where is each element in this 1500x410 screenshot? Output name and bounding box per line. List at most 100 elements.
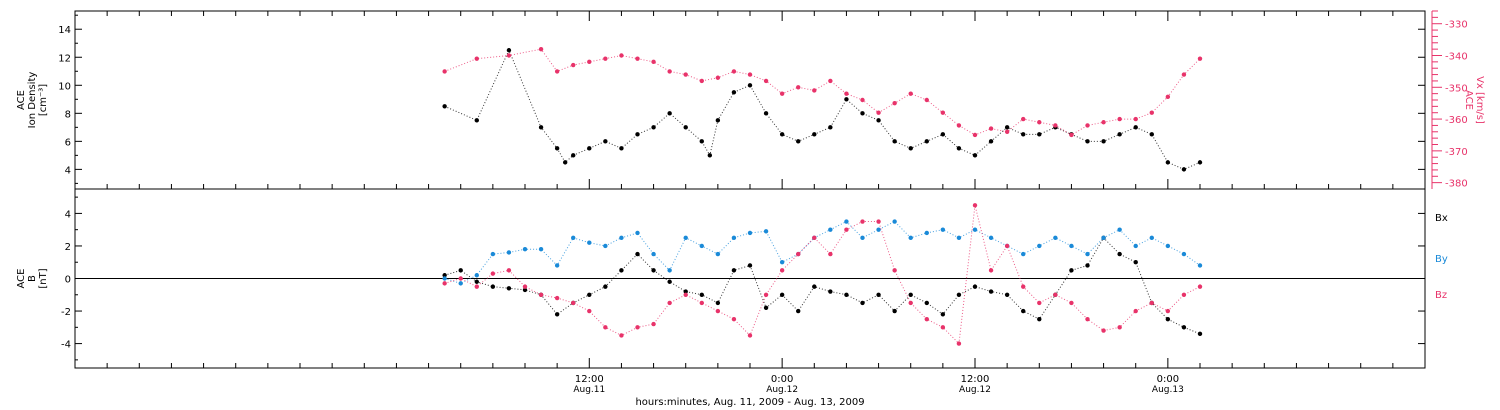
field-bz-point — [1004, 243, 1010, 249]
time-tick-label: 0:00 — [771, 374, 793, 385]
field-by-point — [1053, 235, 1058, 241]
ion-density-point — [828, 125, 833, 130]
ion-density-point — [972, 153, 978, 158]
ion-density-point — [892, 139, 897, 144]
field-by-point — [1085, 251, 1090, 257]
solar-wind-vx-point — [554, 69, 560, 74]
velocity-tick-label: -330 — [1445, 20, 1468, 31]
field-by-point — [972, 227, 978, 232]
solar-wind-vx-point — [442, 69, 447, 74]
field-by-point — [956, 235, 962, 241]
field-bx-point — [1181, 325, 1187, 330]
field-by-point — [876, 227, 881, 232]
field-bx-point — [1133, 260, 1138, 265]
field-bx-point — [812, 284, 817, 289]
x-axis-title: hours:minutes, Aug. 11, 2009 - Aug. 13, … — [635, 397, 864, 408]
field-bz-point — [1053, 292, 1058, 297]
solar-wind-vx-point — [956, 123, 962, 128]
field-bx-point — [876, 292, 881, 297]
field-bz-point — [667, 300, 672, 306]
field-bx-point — [490, 284, 496, 289]
time-axis: 12:00Aug.110:00Aug.1212:00Aug.120:00Aug.… — [106, 11, 1394, 395]
field-bx-trace — [444, 237, 1201, 335]
ion-density-point — [1133, 125, 1138, 130]
legend-entry-bx: Bx — [1435, 213, 1448, 224]
field-bz-point — [506, 268, 512, 273]
velocity-tick-label: -350 — [1445, 83, 1468, 94]
field-by-point — [924, 230, 929, 236]
date-tick-label: Aug.11 — [573, 385, 605, 395]
field-by-point — [988, 235, 994, 241]
field-bz-point — [1085, 316, 1090, 322]
ion-density-panel: 4 6 8 10 12 14 -330 -340 -350 -360 -370 -380 ACE I… — [16, 10, 1485, 190]
density-tick-label: 8 — [65, 109, 71, 120]
ion-density-point — [506, 48, 512, 53]
field-by — [442, 219, 1203, 286]
time-tick-label: 12:00 — [575, 374, 604, 385]
field-bz-point — [490, 271, 496, 276]
field-bz-point — [731, 316, 737, 322]
density-tick-label: 10 — [58, 81, 71, 92]
field-by-point — [779, 260, 785, 265]
field-bz-point — [940, 325, 946, 330]
ion-density-point — [587, 146, 592, 151]
ion-density-point — [683, 125, 688, 130]
field-tick-label: 4 — [65, 209, 71, 220]
field-bx-point — [1069, 268, 1074, 273]
field-bx-point — [442, 273, 447, 278]
field-bx-point — [860, 300, 865, 306]
field-bx-point — [635, 251, 640, 257]
magnetic-field-series — [442, 203, 1203, 346]
time-tick-label: 0:00 — [1157, 374, 1179, 385]
ion-density-point — [747, 83, 753, 88]
field-bx-point — [1197, 331, 1203, 337]
ion-density-point — [940, 132, 946, 137]
field-by-point — [1165, 243, 1171, 249]
field-tick-label: 0 — [65, 275, 71, 286]
velocity-tick-label: -360 — [1445, 115, 1468, 126]
solar-wind-vx-point — [1037, 120, 1042, 125]
velocity-axis: -330 -340 -350 -360 -370 -380 — [1431, 10, 1468, 190]
field-by-point — [1133, 243, 1138, 249]
ion-density-point — [1021, 132, 1026, 137]
field-bx-point — [924, 300, 929, 306]
density-axis-label-ace: ACE — [16, 90, 27, 110]
field-bx-point — [828, 289, 833, 294]
velocity-tick-label: -340 — [1445, 52, 1468, 63]
field-by-point — [1037, 243, 1042, 249]
field-bz-point — [587, 308, 592, 314]
top-panel-frame — [74, 10, 1426, 190]
field-bz-point — [1181, 292, 1187, 297]
solar-wind-vx-point — [651, 59, 656, 65]
field-bx-point — [731, 268, 737, 273]
field-bz-point — [1101, 328, 1106, 333]
solar-wind-vx-point — [619, 53, 624, 58]
field-bz-point — [876, 219, 881, 224]
field-bz-point — [1069, 300, 1074, 306]
solar-wind-vx-point — [1149, 110, 1154, 115]
field-tick-label: -2 — [61, 307, 71, 318]
field-by-trace — [444, 220, 1201, 284]
solar-wind-vx-point — [796, 85, 801, 90]
field-bz-point — [522, 284, 528, 289]
ion-density-point — [651, 125, 656, 130]
solar-wind-vx-point — [1117, 116, 1122, 122]
field-axis-label-ace: ACE — [16, 269, 27, 289]
legend-entry-by: By — [1435, 254, 1448, 265]
field-by-point — [1069, 243, 1074, 249]
field-axis: -4 -2 0 2 4 — [61, 196, 1425, 361]
field-bx-point — [844, 292, 849, 297]
field-bx-point — [956, 292, 962, 297]
field-bx-point — [1037, 316, 1042, 322]
legend: Bx By Bz — [1435, 213, 1448, 301]
solar-wind-vx-point — [587, 59, 592, 65]
ion-density-point — [876, 118, 881, 123]
solar-wind-vx-trace — [444, 48, 1201, 136]
solar-wind-vx — [442, 46, 1203, 138]
ion-density — [442, 48, 1203, 172]
solar-wind-vx-point — [908, 91, 913, 96]
velocity-axis-label-ace: ACE — [1463, 90, 1474, 110]
solar-wind-vx-point — [699, 78, 704, 84]
density-axis-label-name: Ion Density — [27, 72, 38, 129]
ion-density-point — [844, 97, 849, 102]
